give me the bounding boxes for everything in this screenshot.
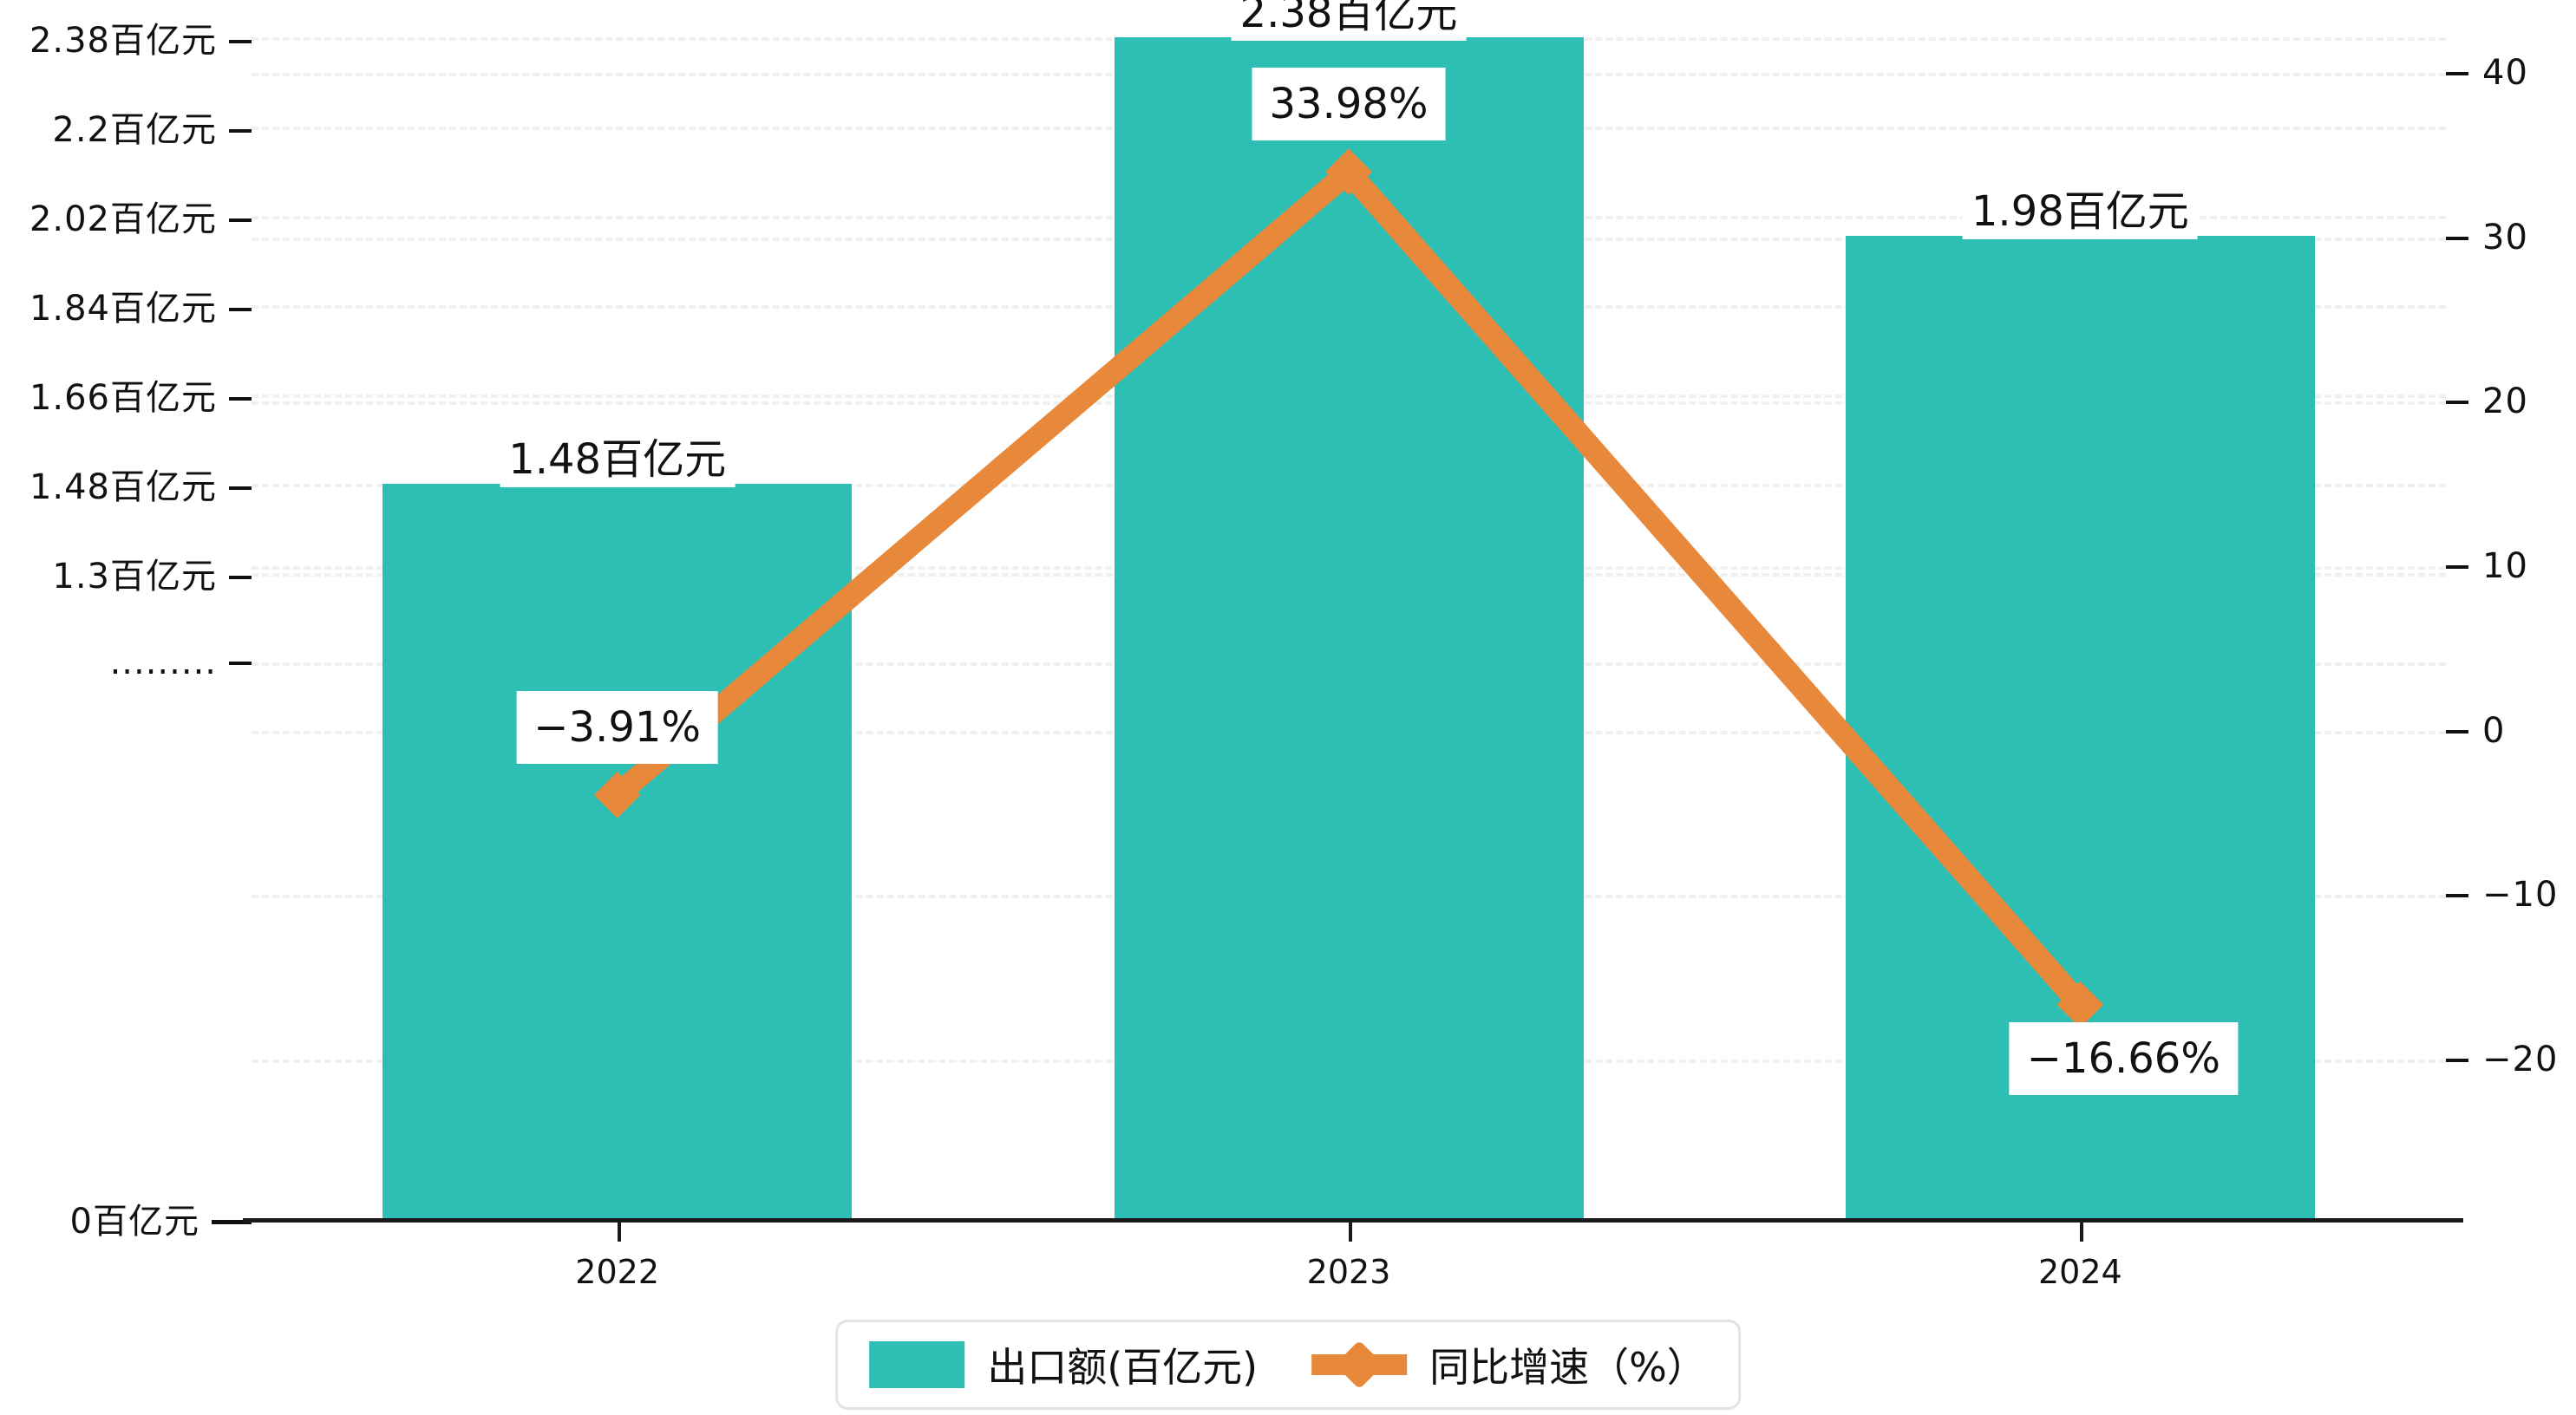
legend-item-export-value[interactable]: 出口额(百亿元) [869,1336,1258,1393]
left-y-axis: 2.38百亿元 2.2百亿元 2.02百亿元 1.84百亿元 1.66百亿元 1.48百亿… [0,0,252,1415]
left-axis-tick-label: 0百亿元 [70,1193,252,1243]
bar-value-label-2024: 1.98百亿元 [1962,174,2198,239]
chart-legend: 出口额(百亿元) 同比增速（%） [835,1320,1741,1410]
right-axis-tick-label: 30 [2446,218,2528,258]
right-axis-tick-label: 20 [2446,381,2528,421]
legend-line-marker-icon [1311,1340,1408,1390]
legend-label: 出口额(百亿元) [987,1344,1259,1391]
x-axis-tick [617,1223,621,1242]
x-axis-label-2023: 2023 [1306,1253,1391,1291]
x-axis-tick [1349,1223,1352,1242]
right-axis-tick-label: 40 [2446,53,2528,93]
x-axis-label-2022: 2022 [575,1253,660,1291]
left-axis-tick-label: 2.2百亿元 [52,101,252,152]
legend-diamond-marker-icon [1334,1340,1384,1390]
left-axis-tick-label: 1.48百亿元 [29,459,252,509]
bar-value-label-2022: 1.48百亿元 [500,423,736,488]
x-axis-tick [2080,1223,2084,1242]
right-axis-tick-label: −20 [2446,1040,2558,1079]
right-y-axis: 40 30 20 10 0 −10 −20 [2446,0,2576,1415]
x-axis-baseline [243,1218,2463,1223]
left-axis-tick-label: 2.38百亿元 [29,12,252,62]
left-axis-tick-label: 1.84百亿元 [29,280,252,330]
growth-value-label-2024: −16.66% [2009,1021,2238,1095]
plot-area: 2022 2023 2024 1.48百亿元 2.38百亿元 1.98百亿元 −3.91% 3… [243,0,2463,1291]
legend-label: 同比增速（%） [1429,1344,1707,1391]
legend-item-growth-rate[interactable]: 同比增速（%） [1311,1336,1707,1393]
growth-value-label-2023: 33.98% [1252,68,1446,141]
legend-bar-swatch-icon [869,1341,965,1388]
growth-value-label-2022: −3.91% [516,690,719,764]
bar-2023[interactable] [1114,37,1584,1218]
left-axis-tick-label: ......... [110,642,252,682]
right-axis-tick-label: −10 [2446,875,2558,915]
left-axis-tick-label: 2.02百亿元 [29,191,252,241]
left-axis-tick-label: 1.3百亿元 [52,548,252,598]
right-axis-tick-label: 10 [2446,546,2528,586]
right-axis-tick-label: 0 [2446,711,2505,751]
bar-2022[interactable] [382,484,853,1218]
left-axis-tick-label: 1.66百亿元 [29,369,252,420]
x-axis-label-2024: 2024 [2037,1253,2122,1291]
bar-value-label-2023: 2.38百亿元 [1231,0,1467,41]
